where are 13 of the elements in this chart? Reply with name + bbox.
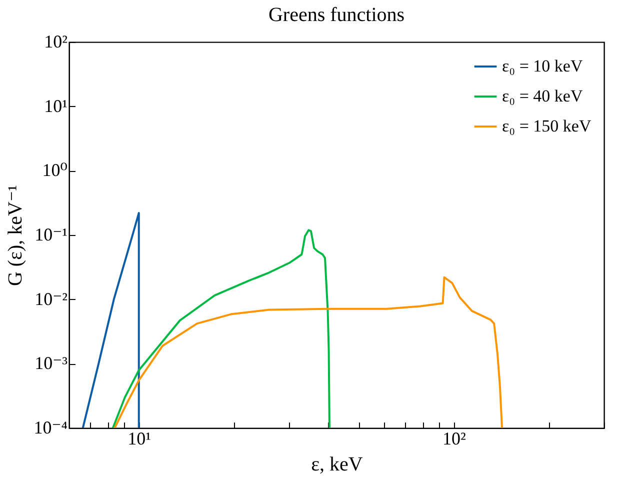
y-axis-title: G (ε), keV⁻¹ — [4, 184, 27, 286]
y-tick-label: 10¹ — [44, 96, 68, 116]
y-tick-label: 10⁻² — [34, 288, 68, 309]
y-tick-label: 10⁻⁴ — [34, 418, 68, 438]
chart-title: Greens functions — [268, 4, 405, 26]
y-tick-label: 10⁻¹ — [34, 224, 68, 244]
y-tick-label: 10² — [44, 32, 68, 52]
y-tick-label: 10⁰ — [42, 160, 68, 180]
legend-label: ε₀ = 10 keV — [502, 56, 584, 76]
legend-label: ε₀ = 150 keV — [502, 116, 592, 136]
x-axis-title: ε, keV — [311, 454, 364, 476]
legend-label: ε₀ = 40 keV — [502, 86, 584, 106]
y-tick-label: 10⁻³ — [34, 353, 68, 374]
